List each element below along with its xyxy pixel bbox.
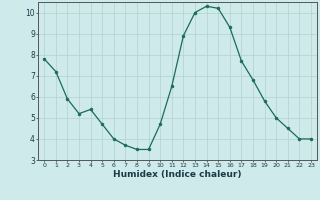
X-axis label: Humidex (Indice chaleur): Humidex (Indice chaleur) xyxy=(113,170,242,179)
